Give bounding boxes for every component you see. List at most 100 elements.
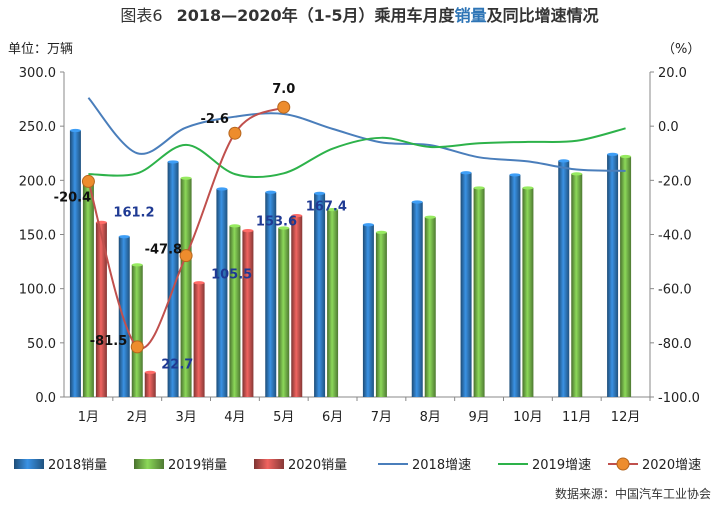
y2-tick-label: 0.0 bbox=[658, 120, 679, 135]
y2-tick-label: -80.0 bbox=[658, 337, 692, 352]
bar-top-2018销量 bbox=[362, 223, 374, 227]
bar-2019销量 bbox=[278, 228, 290, 397]
legend-label: 2019增速 bbox=[532, 458, 591, 473]
bar-top-2018销量 bbox=[411, 200, 423, 204]
y2-tick-label: -40.0 bbox=[658, 229, 692, 244]
chart-title: 图表6 2018—2020年（1-5月）乘用车月度销量及同比增速情况 bbox=[0, 2, 719, 26]
bar-top-2018销量 bbox=[167, 160, 179, 164]
y-axis-unit-label: 单位：万辆 bbox=[8, 42, 74, 57]
bar-top-2018销量 bbox=[558, 159, 570, 163]
x-tick-label: 12月 bbox=[611, 410, 641, 425]
y2-tick-label: 20.0 bbox=[658, 66, 687, 81]
bar-top-2019销量 bbox=[424, 215, 436, 219]
bar-top-2019销量 bbox=[620, 154, 632, 159]
data-source: 数据来源：中国汽车工业协会 bbox=[554, 487, 711, 501]
marker-2020增速 bbox=[228, 126, 242, 140]
bar-top-2019销量 bbox=[327, 207, 339, 212]
bar-top-2019销量 bbox=[131, 263, 143, 267]
bar-top-2019销量 bbox=[278, 226, 290, 230]
bar-2019销量 bbox=[424, 217, 436, 397]
bar-2018销量 bbox=[314, 193, 326, 397]
marker-2020增速 bbox=[81, 174, 95, 188]
bar-data-label: 22.7 bbox=[161, 357, 193, 372]
y-tick-label: 0.0 bbox=[35, 391, 56, 406]
bar-top-2019销量 bbox=[522, 186, 534, 190]
bar-top-2018销量 bbox=[607, 152, 619, 156]
marker-2020增速 bbox=[130, 340, 144, 354]
bar-2018销量 bbox=[558, 160, 570, 397]
x-tick-label: 11月 bbox=[562, 410, 592, 425]
line-data-label: -47.8 bbox=[145, 243, 182, 258]
x-tick-label: 1月 bbox=[78, 410, 99, 425]
y2-tick-label: -20.0 bbox=[658, 174, 692, 189]
bar-2019销量 bbox=[180, 178, 192, 397]
line-data-label: -20.4 bbox=[54, 190, 91, 205]
legend-label: 2018增速 bbox=[412, 458, 471, 473]
legend-swatch-2018销量 bbox=[14, 459, 44, 469]
bar-data-label: 105.5 bbox=[211, 268, 252, 283]
bar-top-2018销量 bbox=[118, 235, 130, 239]
y-tick-label: 150.0 bbox=[19, 229, 56, 244]
bar-2018销量 bbox=[362, 224, 374, 397]
y2-tick-label: -60.0 bbox=[658, 283, 692, 298]
bar-top-2020销量 bbox=[144, 370, 156, 375]
y2-tick-label: -100.0 bbox=[658, 391, 700, 406]
line-data-label: 7.0 bbox=[272, 82, 295, 97]
line-data-label: -81.5 bbox=[90, 334, 127, 349]
bar-top-2019销量 bbox=[473, 186, 485, 190]
bar-2018销量 bbox=[118, 236, 130, 397]
x-tick-label: 10月 bbox=[513, 410, 543, 425]
bar-top-2019销量 bbox=[571, 172, 583, 176]
bar-2019销量 bbox=[620, 156, 632, 397]
bar-2020销量 bbox=[144, 372, 156, 397]
legend-marker bbox=[616, 457, 630, 471]
bar-2018销量 bbox=[265, 192, 277, 397]
y-tick-label: 50.0 bbox=[27, 337, 56, 352]
x-tick-label: 3月 bbox=[175, 410, 196, 425]
bar-data-label: 153.6 bbox=[256, 215, 297, 230]
bar-2020销量 bbox=[291, 215, 303, 397]
title-text: 2018—2020年（1-5月）乘用车月度销量及同比增速情况 bbox=[177, 6, 599, 25]
bar-top-2018销量 bbox=[216, 187, 228, 191]
legend-label: 2020销量 bbox=[288, 458, 347, 473]
legend-swatch-2020销量 bbox=[254, 459, 284, 469]
marker-2020增速 bbox=[277, 100, 291, 114]
bar-2019销量 bbox=[375, 232, 387, 397]
bar-2019销量 bbox=[571, 173, 583, 397]
bar-data-label: 161.2 bbox=[113, 205, 154, 220]
legend-swatch-2019销量 bbox=[134, 459, 164, 469]
bar-2019销量 bbox=[229, 225, 241, 397]
bar-top-2019销量 bbox=[229, 224, 241, 228]
bar-2020销量 bbox=[242, 230, 254, 397]
bar-2018销量 bbox=[69, 130, 81, 397]
y-tick-label: 300.0 bbox=[19, 66, 56, 81]
line-2019增速 bbox=[88, 127, 626, 179]
bar-2018销量 bbox=[460, 172, 472, 397]
legend-label: 2019销量 bbox=[168, 458, 227, 473]
bar-2019销量 bbox=[131, 264, 143, 397]
bar-data-label: 167.4 bbox=[306, 200, 347, 215]
bar-2019销量 bbox=[327, 209, 339, 397]
bar-2018销量 bbox=[411, 202, 423, 397]
bar-top-2018销量 bbox=[314, 191, 326, 195]
x-tick-label: 4月 bbox=[224, 410, 245, 425]
bar-top-2020销量 bbox=[242, 229, 254, 233]
bar-top-2020销量 bbox=[291, 214, 303, 218]
marker-2020增速 bbox=[179, 249, 193, 263]
x-tick-label: 6月 bbox=[322, 410, 343, 425]
bar-top-2018销量 bbox=[69, 128, 81, 133]
x-tick-label: 9月 bbox=[468, 410, 489, 425]
bar-top-2019销量 bbox=[375, 230, 387, 234]
bar-2018销量 bbox=[509, 174, 521, 397]
bar-2019销量 bbox=[82, 179, 94, 397]
x-tick-label: 7月 bbox=[371, 410, 392, 425]
figure-number: 图表6 bbox=[120, 6, 163, 25]
y2-axis-unit-label: （%） bbox=[662, 42, 701, 57]
bar-2018销量 bbox=[167, 161, 179, 397]
bar-top-2018销量 bbox=[509, 173, 521, 177]
bar-top-2018销量 bbox=[460, 171, 472, 175]
bar-top-2020销量 bbox=[193, 281, 205, 285]
legend-label: 2018销量 bbox=[48, 458, 107, 473]
title-part-1: 销量 bbox=[454, 6, 487, 25]
